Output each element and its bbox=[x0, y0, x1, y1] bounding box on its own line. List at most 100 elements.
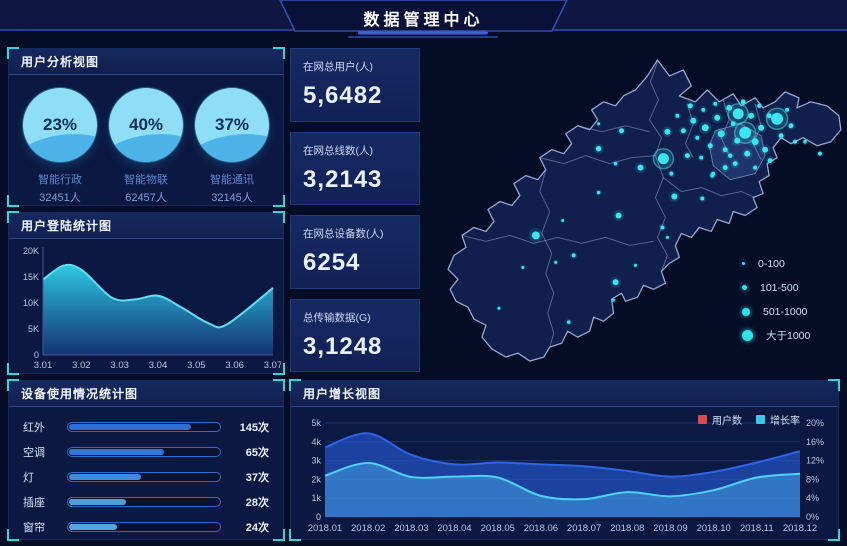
device-bar-fill bbox=[69, 448, 164, 455]
page-title: 数据管理中心 bbox=[363, 12, 484, 29]
device-bar-track[interactable] bbox=[67, 446, 221, 457]
map-region: 0-100 101-500 501-1000 大于1000 bbox=[424, 46, 847, 380]
panel-login-stats: 用户登陆统计图 0 5K 10K 15K 20K 3.01 3.02 3.03 3.04 3.05… bbox=[7, 211, 285, 375]
panel-user-analysis: 用户分析视图 23% 智能行政 32451人 40% 智能物联 62457人 bbox=[7, 47, 285, 207]
map-legend-item[interactable]: 501-1000 bbox=[742, 304, 810, 319]
gauge-count: 62457人 bbox=[125, 192, 167, 204]
gauge-count: 32145人 bbox=[211, 192, 253, 204]
legend-dot-icon bbox=[742, 330, 753, 341]
svg-text:3k: 3k bbox=[311, 456, 321, 466]
stat-card-total-lines: 在网总线数(人) 3,2143 bbox=[290, 131, 420, 205]
stat-value: 3,2143 bbox=[303, 165, 383, 193]
svg-text:3.07: 3.07 bbox=[264, 360, 281, 371]
panel-title: 用户登陆统计图 bbox=[21, 219, 113, 233]
gauge-label: 智能行政 bbox=[38, 174, 82, 186]
map-district-borders bbox=[461, 61, 762, 348]
device-row-curtain: 窗帘 24次 bbox=[23, 514, 269, 539]
device-value: 145次 bbox=[239, 421, 269, 434]
map-legend: 0-100 101-500 501-1000 大于1000 bbox=[742, 256, 810, 343]
liquid-circle: 23% bbox=[23, 88, 97, 162]
device-label: 红外 bbox=[23, 421, 45, 434]
svg-text:0%: 0% bbox=[806, 512, 819, 522]
header-decoration bbox=[0, 0, 847, 38]
svg-text:2018.04: 2018.04 bbox=[437, 523, 471, 534]
svg-text:2018.02: 2018.02 bbox=[351, 523, 385, 534]
legend-dot-icon bbox=[742, 262, 745, 265]
map-legend-item[interactable]: 大于1000 bbox=[742, 328, 810, 343]
device-bar-track[interactable] bbox=[67, 421, 221, 432]
svg-text:4k: 4k bbox=[311, 437, 321, 447]
panel-header: 用户分析视图 bbox=[9, 49, 283, 75]
device-row-infrared: 红外 145次 bbox=[23, 414, 269, 439]
stat-card-total-users: 在网总用户(人) 5,6482 bbox=[290, 48, 420, 122]
svg-text:5k: 5k bbox=[311, 418, 321, 428]
svg-text:1k: 1k bbox=[311, 493, 321, 503]
svg-text:3.06: 3.06 bbox=[225, 360, 244, 371]
gauge-iot[interactable]: 40% 智能物联 62457人 bbox=[104, 88, 188, 205]
legend-item-users[interactable]: 用户数 bbox=[698, 412, 742, 427]
device-bar-track[interactable] bbox=[67, 471, 221, 482]
device-bar-track[interactable] bbox=[67, 521, 221, 532]
legend-label: 501-1000 bbox=[763, 305, 808, 318]
device-label: 插座 bbox=[23, 496, 45, 509]
svg-text:20K: 20K bbox=[23, 246, 39, 256]
svg-text:2018.06: 2018.06 bbox=[524, 523, 558, 534]
svg-text:5K: 5K bbox=[28, 324, 39, 334]
stat-value: 3,1248 bbox=[303, 332, 383, 360]
stat-label: 总传输数据(G) bbox=[303, 311, 371, 324]
device-bar-list: 红外 145次 空调 65次 灯 37次 插座 28次 窗帘 bbox=[9, 407, 283, 539]
panel-user-growth: 用户增长视图 用户数 增长率 0 1k 2k 3k 4k 5k 0% 4% 8% 12% 16% 20… bbox=[289, 379, 840, 541]
device-value: 37次 bbox=[245, 471, 269, 484]
stat-value: 5,6482 bbox=[303, 82, 383, 109]
panel-header: 用户增长视图 bbox=[291, 381, 838, 407]
svg-text:3.05: 3.05 bbox=[187, 360, 206, 371]
device-bar-track[interactable] bbox=[67, 496, 221, 507]
panel-header: 设备使用情况统计图 bbox=[9, 381, 283, 407]
svg-text:15K: 15K bbox=[23, 272, 39, 282]
gauge-percent: 40% bbox=[128, 115, 164, 134]
map-legend-item[interactable]: 0-100 bbox=[742, 256, 810, 271]
login-area-chart[interactable]: 0 5K 10K 15K 20K 3.01 3.02 3.03 3.04 3.05 3.06 3.07 bbox=[13, 241, 281, 373]
svg-text:2018.03: 2018.03 bbox=[394, 523, 428, 534]
growth-area-chart[interactable]: 0 1k 2k 3k 4k 5k 0% 4% 8% 12% 16% 20% 2018.01 2018.02… bbox=[295, 409, 836, 539]
gauge-comms[interactable]: 37% 智能通讯 32145人 bbox=[190, 88, 274, 205]
legend-label: 大于1000 bbox=[766, 330, 811, 342]
svg-text:2018.10: 2018.10 bbox=[696, 523, 730, 534]
stat-label: 在网总线数(人) bbox=[303, 144, 373, 157]
province-bubble-map[interactable] bbox=[424, 46, 847, 380]
panel-device-usage: 设备使用情况统计图 红外 145次 空调 65次 灯 37次 插座 28次 bbox=[7, 379, 285, 541]
device-value: 28次 bbox=[245, 496, 269, 509]
legend-item-growth-rate[interactable]: 增长率 bbox=[756, 412, 800, 427]
svg-text:4%: 4% bbox=[806, 493, 819, 503]
gauge-percent: 23% bbox=[42, 115, 78, 134]
svg-text:2018.11: 2018.11 bbox=[740, 523, 774, 534]
device-value: 65次 bbox=[245, 446, 269, 459]
panel-title: 用户增长视图 bbox=[303, 387, 382, 401]
device-label: 灯 bbox=[23, 471, 34, 484]
legend-dot-icon bbox=[742, 285, 747, 290]
panel-title: 用户分析视图 bbox=[21, 55, 100, 69]
stat-label: 在网总设备数(人) bbox=[303, 228, 384, 240]
svg-text:2k: 2k bbox=[311, 474, 321, 484]
gauge-percent: 37% bbox=[214, 115, 250, 134]
legend-label: 用户数 bbox=[712, 416, 742, 427]
stat-card-total-devices: 在网总设备数(人) 6254 bbox=[290, 215, 420, 289]
svg-text:3.02: 3.02 bbox=[72, 360, 91, 371]
svg-text:2018.09: 2018.09 bbox=[653, 523, 687, 534]
gauge-admin[interactable]: 23% 智能行政 32451人 bbox=[18, 88, 102, 205]
growth-legend: 用户数 增长率 bbox=[698, 412, 800, 427]
legend-dot-icon bbox=[742, 307, 750, 316]
stat-value: 6254 bbox=[303, 249, 361, 276]
gauge-label: 智能通讯 bbox=[210, 174, 254, 186]
liquid-circle: 37% bbox=[195, 88, 269, 162]
map-legend-item[interactable]: 101-500 bbox=[742, 280, 810, 295]
gauge-count: 32451人 bbox=[39, 192, 81, 204]
svg-text:0: 0 bbox=[34, 350, 39, 360]
legend-swatch-icon bbox=[756, 415, 765, 424]
device-bar-fill bbox=[69, 423, 191, 430]
svg-text:0: 0 bbox=[316, 512, 321, 522]
header: 数据管理中心 bbox=[0, 0, 847, 42]
svg-text:12%: 12% bbox=[806, 456, 824, 466]
legend-label: 0-100 bbox=[758, 257, 785, 270]
svg-text:3.03: 3.03 bbox=[110, 360, 128, 371]
